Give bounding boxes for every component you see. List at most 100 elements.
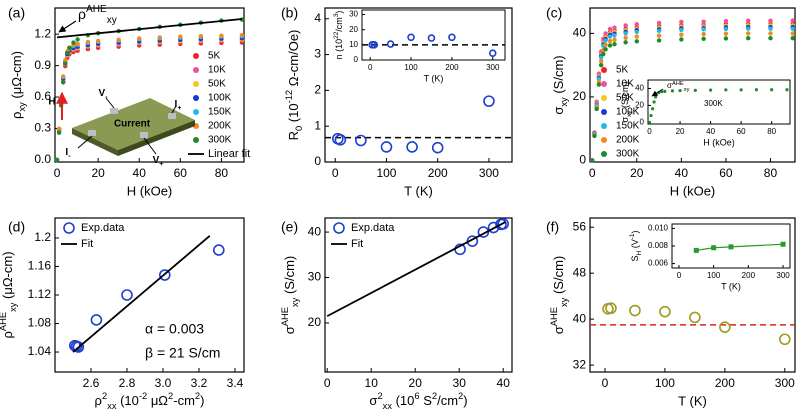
data-point — [701, 27, 706, 32]
legend-swatch — [601, 109, 607, 115]
y-tick-label: 40 — [308, 224, 322, 238]
data-point — [656, 20, 662, 26]
data-point — [61, 74, 66, 79]
data-point — [768, 35, 773, 41]
text-part: AHE — [672, 81, 684, 87]
data-point — [598, 59, 604, 64]
legend-swatch — [601, 151, 607, 157]
data-point — [623, 23, 628, 28]
y-tick-label: 10 — [349, 40, 358, 49]
data-point — [728, 244, 734, 250]
x-tick-label: 20 — [676, 127, 685, 136]
data-point — [95, 38, 101, 44]
data-point — [623, 40, 628, 45]
y-tick-label: 40 — [573, 311, 587, 325]
text-part: σ — [667, 81, 672, 90]
data-point — [603, 47, 608, 52]
data-point — [634, 34, 639, 39]
y-tick-label: 30 — [308, 270, 322, 284]
wire — [77, 135, 93, 149]
text-part: 2 — [377, 391, 382, 401]
legend-label: 200K — [208, 121, 232, 132]
x-tick-label: 0 — [677, 271, 682, 280]
y-axis-label: σAHExy (S/cm) — [280, 256, 300, 334]
text-part: ρ — [78, 6, 86, 22]
data-point — [723, 26, 729, 32]
text-part: I — [65, 147, 68, 158]
legend-label: 150K — [616, 121, 640, 132]
data-point — [612, 41, 617, 47]
data-point — [137, 36, 142, 41]
text-part: (μΩ-cm) — [0, 251, 15, 302]
data-point — [483, 95, 495, 107]
legend-label: 100K — [208, 93, 232, 104]
text-part: xx — [107, 401, 117, 411]
panel: 0 20 40 60 80 0.0 0.3 0.6 0.9 1.2 5K 10K 50K 100K 150K… — [8, 4, 250, 198]
data-point — [90, 314, 103, 326]
y-tick-label: 1.12 — [28, 287, 52, 301]
legend-label: 300K — [208, 135, 232, 146]
data-point — [56, 130, 62, 135]
text-part: ρ — [95, 393, 102, 408]
data-point — [121, 289, 133, 301]
text-part: xx — [383, 401, 393, 411]
x-tick-label: 40 — [675, 166, 689, 180]
text-part: - — [68, 151, 71, 160]
data-point — [654, 95, 658, 99]
text-part: (10 — [392, 393, 414, 408]
y-tick-label: 2 — [314, 83, 321, 97]
text-part: AHE — [0, 312, 8, 331]
y-axis-label: R0 (10-12 Ω-cm/Oe) — [284, 30, 304, 141]
text-part: V — [98, 88, 105, 99]
y-tick-label: 1.04 — [28, 344, 52, 358]
x-tick-label: 200 — [428, 166, 448, 180]
text-part: S — [630, 255, 640, 261]
data-point — [693, 88, 697, 92]
x-tick-label: 300 — [776, 271, 790, 280]
text-part: μΩ — [147, 393, 168, 408]
x-tick-label: 60 — [174, 166, 188, 180]
text-part: 6 — [414, 391, 419, 401]
text-part: (10 — [116, 393, 138, 408]
x-axis-label: H (kOe) — [670, 183, 716, 198]
panel-label: (e) — [281, 219, 298, 235]
contact — [140, 132, 148, 138]
legend-label: 50K — [616, 93, 634, 104]
text-part: - — [105, 92, 108, 101]
text-part: 2 — [458, 391, 463, 401]
wire — [143, 137, 157, 155]
x-tick-label: 2.6 — [83, 376, 100, 390]
schematic-label: V+ — [153, 155, 164, 169]
data-point — [427, 34, 436, 42]
data-point — [724, 88, 728, 92]
y-tick-label: 0.6 — [34, 89, 51, 103]
y-tick-label: 0.006 — [648, 259, 669, 268]
legend-label: 10K — [616, 79, 634, 90]
data-point — [63, 57, 68, 63]
text-part: AHE — [280, 307, 290, 326]
data-point — [739, 88, 743, 92]
data-point — [407, 33, 415, 42]
panel-label: (f) — [546, 219, 559, 235]
panel: 0 20 40 60 80 0 20 40 5K 10K 50K 100K 150K 200K 300K H … — [546, 5, 796, 198]
data-point — [689, 311, 701, 324]
data-point — [649, 113, 653, 118]
text-part: σ — [369, 393, 377, 408]
data-point — [701, 19, 706, 24]
text-part: 0 — [294, 126, 304, 131]
data-point — [623, 31, 628, 36]
legend-label: Fit — [351, 238, 363, 250]
schematic-label: I- — [65, 147, 71, 161]
legend-swatch — [601, 95, 607, 101]
legend-label: 50K — [208, 79, 226, 90]
y-axis-label: ρAHExy (μΩ-cm) — [0, 251, 18, 338]
data-point — [71, 40, 76, 45]
data-point — [670, 89, 675, 93]
data-point — [770, 88, 774, 92]
legend-swatch — [333, 222, 345, 234]
x-tick-label: 60 — [719, 166, 733, 180]
data-point — [487, 221, 500, 234]
data-point — [678, 88, 682, 93]
text-part: xy — [107, 15, 118, 26]
y-tick-label: 0 — [314, 154, 321, 168]
